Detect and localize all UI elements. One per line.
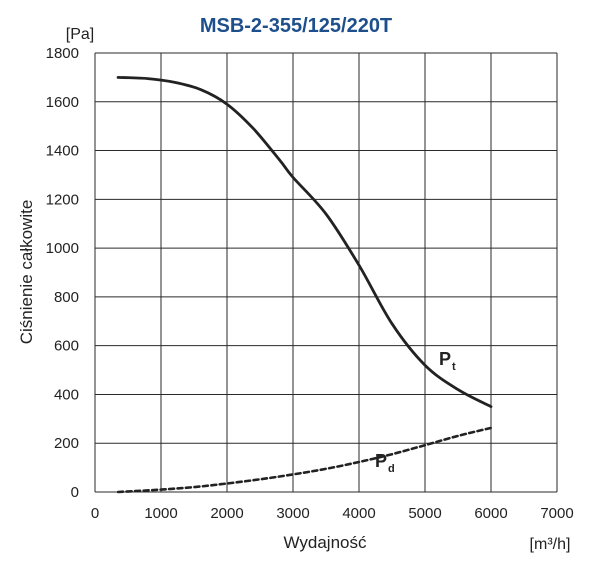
series (116, 76, 493, 494)
series-label-subscript: d (388, 463, 395, 475)
x-axis-label: Wydajność (284, 533, 367, 552)
x-tick-label: 3000 (276, 505, 309, 522)
y-tick-label: 1200 (46, 191, 79, 208)
y-unit-label: [Pa] (66, 26, 94, 43)
x-unit-label: [m³/h] (530, 536, 571, 553)
y-tick-label: 0 (71, 484, 79, 501)
series-label-pd: P (375, 451, 387, 471)
y-tick-label: 400 (54, 386, 79, 403)
x-tick-label: 2000 (210, 505, 243, 522)
grid (94, 52, 558, 493)
series-label-pt: P (439, 349, 451, 369)
series-line-pt (116, 76, 493, 408)
series-line-pd (116, 426, 493, 494)
x-tick-label: 5000 (408, 505, 441, 522)
y-tick-label: 200 (54, 435, 79, 452)
y-tick-label: 600 (54, 338, 79, 355)
x-tick-label: 0 (91, 505, 99, 522)
y-tick-label: 1600 (46, 94, 79, 111)
y-tick-label: 1000 (46, 240, 79, 257)
x-tick-label: 7000 (540, 505, 573, 522)
y-tick-label: 1800 (46, 45, 79, 62)
y-tick-label: 800 (54, 289, 79, 306)
x-tick-label: 1000 (144, 505, 177, 522)
tick-labels: 0 1000 2000 3000 4000 5000 6000 7000 0 200 400 600 8… (46, 45, 574, 522)
x-tick-label: 4000 (342, 505, 375, 522)
series-label-subscript: t (452, 361, 456, 373)
chart-title: MSB-2-355/125/220T (200, 15, 392, 37)
x-tick-label: 6000 (474, 505, 507, 522)
y-tick-label: 1400 (46, 143, 79, 160)
y-axis-label: Ciśnienie całkowite (17, 200, 36, 345)
